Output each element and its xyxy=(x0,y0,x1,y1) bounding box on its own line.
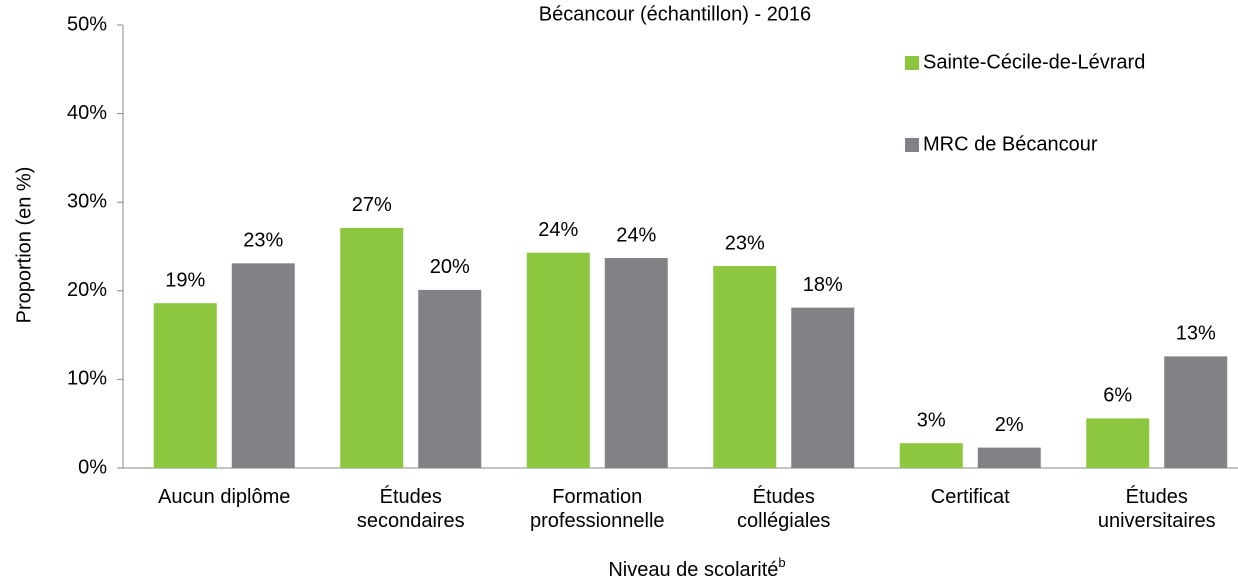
data-label: 13% xyxy=(1176,323,1216,345)
bar xyxy=(231,263,295,468)
data-label: 6% xyxy=(1103,385,1132,407)
data-label: 20% xyxy=(430,256,470,278)
x-tick-label: Études collégiales xyxy=(737,486,831,532)
bar xyxy=(604,258,668,468)
x-tick-label: Certificat xyxy=(930,486,1010,508)
data-label: 19% xyxy=(165,269,205,291)
bar xyxy=(713,265,777,468)
y-tick-label: 30% xyxy=(67,190,107,212)
x-tick-label: Aucun diplôme xyxy=(158,486,291,508)
bar xyxy=(791,307,855,468)
bar xyxy=(418,289,482,468)
data-label: 24% xyxy=(538,219,578,241)
x-axis-title-sup: b xyxy=(778,555,785,570)
x-tick-label: Études universitaires xyxy=(1097,486,1216,532)
y-tick-label: 50% xyxy=(67,13,107,35)
bar xyxy=(526,252,590,468)
data-label: 2% xyxy=(995,414,1024,436)
x-axis-title: Niveau de scolaritéb xyxy=(608,555,785,581)
chart-title: Bécancour (échantillon) - 2016 xyxy=(539,3,811,25)
legend-label: MRC de Bécancour xyxy=(923,133,1098,155)
y-tick-label: 20% xyxy=(67,279,107,301)
data-label: 27% xyxy=(352,194,392,216)
bar xyxy=(1086,418,1150,468)
y-tick-label: 10% xyxy=(67,368,107,390)
data-label: 24% xyxy=(616,224,656,246)
legend-swatch xyxy=(905,138,919,152)
y-tick-label: 40% xyxy=(67,102,107,124)
x-tick-label: Études secondaires xyxy=(356,486,465,532)
data-label: 23% xyxy=(243,230,283,252)
bar xyxy=(977,447,1041,468)
legend-swatch xyxy=(905,56,919,70)
y-tick-label: 0% xyxy=(78,456,107,478)
bar xyxy=(1164,356,1228,468)
x-tick-label: Formation professionnelle xyxy=(529,486,665,532)
data-label: 18% xyxy=(803,274,843,296)
bar xyxy=(340,227,404,468)
bar xyxy=(899,443,963,468)
y-axis-title: Proportion (en %) xyxy=(13,167,35,324)
x-axis-title-main: Niveau de scolarité xyxy=(608,559,778,581)
bar xyxy=(153,303,217,468)
data-label: 3% xyxy=(917,409,946,431)
data-label: 23% xyxy=(725,232,765,254)
legend-label: Sainte-Cécile-de-Lévrard xyxy=(923,51,1145,73)
